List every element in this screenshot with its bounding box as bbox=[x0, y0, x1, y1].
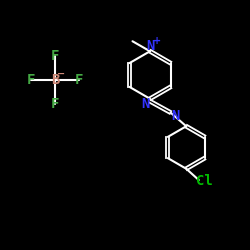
Text: B: B bbox=[51, 73, 59, 87]
Text: −: − bbox=[57, 69, 65, 79]
Text: F: F bbox=[27, 73, 36, 87]
Text: F: F bbox=[74, 73, 83, 87]
Text: F: F bbox=[51, 49, 59, 63]
Text: N: N bbox=[141, 97, 150, 111]
Text: +: + bbox=[154, 36, 162, 46]
Text: N: N bbox=[146, 39, 154, 53]
Text: N: N bbox=[171, 108, 179, 122]
Text: Cl: Cl bbox=[196, 174, 213, 188]
Text: F: F bbox=[51, 97, 59, 111]
